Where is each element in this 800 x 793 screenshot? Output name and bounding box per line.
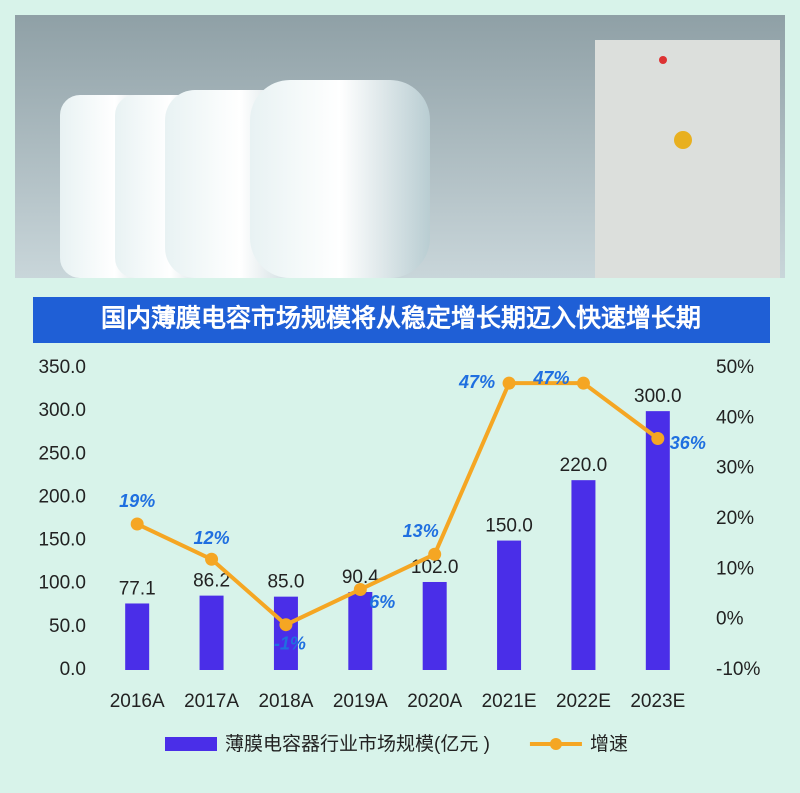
x-tick-label: 2016A <box>110 691 165 712</box>
chart-title: 国内薄膜电容市场规模将从稳定增长期迈入快速增长期 <box>101 304 701 333</box>
line-point <box>428 547 442 561</box>
bar <box>571 480 596 670</box>
y2-tick-label: 50% <box>716 357 754 378</box>
legend-swatch <box>549 738 562 750</box>
bar-value-label: 220.0 <box>560 455 608 476</box>
y2-tick-label: 0% <box>716 609 744 630</box>
line-point <box>353 582 367 596</box>
y2-tick-label: -10% <box>716 659 760 680</box>
y-tick-label: 50.0 <box>49 616 86 637</box>
line-point <box>651 431 665 445</box>
bar <box>348 591 373 670</box>
bar-value-label: 77.1 <box>119 578 156 599</box>
y-tick-label: 0.0 <box>60 659 86 680</box>
line-value-label: 13% <box>403 521 439 541</box>
bar-value-label: 300.0 <box>634 386 682 407</box>
y2-tick-label: 30% <box>716 458 754 479</box>
bar-value-label: 102.0 <box>411 557 459 578</box>
line-value-label: 19% <box>119 491 155 511</box>
y-tick-label: 200.0 <box>38 486 86 507</box>
line-point <box>279 618 293 632</box>
bar-value-label: 150.0 <box>485 516 533 537</box>
y2-tick-label: 10% <box>716 558 754 579</box>
line-value-label: 47% <box>458 372 495 392</box>
x-tick-label: 2018A <box>258 691 313 712</box>
bar <box>273 596 298 670</box>
bar-value-label: 86.2 <box>193 571 230 592</box>
line-value-label: 47% <box>532 368 569 388</box>
bar <box>645 411 670 670</box>
line-value-label: 12% <box>194 528 230 548</box>
line-point <box>130 517 144 531</box>
y-tick-label: 300.0 <box>38 400 86 421</box>
bar <box>125 603 150 670</box>
y-tick-label: 150.0 <box>38 530 86 551</box>
y-tick-label: 250.0 <box>38 443 86 464</box>
line-point <box>205 552 219 566</box>
x-tick-label: 2023E <box>630 691 685 712</box>
y2-tick-label: 20% <box>716 508 754 529</box>
bar <box>199 595 224 670</box>
x-tick-label: 2021E <box>482 691 537 712</box>
legend-swatch <box>165 737 217 751</box>
x-tick-label: 2022E <box>556 691 611 712</box>
y-tick-label: 100.0 <box>38 573 86 594</box>
bar <box>497 540 522 670</box>
photo <box>15 15 785 278</box>
legend-label: 薄膜电容器行业市场规模(亿元 ) <box>225 733 490 755</box>
line-value-label: 6% <box>369 592 395 612</box>
line-point <box>576 376 590 390</box>
y-tick-label: 350.0 <box>38 357 86 378</box>
line-point <box>502 376 516 390</box>
line-value-label: -1% <box>274 633 306 653</box>
x-tick-label: 2020A <box>407 691 462 712</box>
legend-label: 增速 <box>590 733 628 755</box>
x-tick-label: 2019A <box>333 691 388 712</box>
line-value-label: 36% <box>670 433 706 453</box>
bar <box>422 581 447 670</box>
x-tick-label: 2017A <box>184 691 239 712</box>
line <box>136 381 660 628</box>
title-banner <box>33 297 770 343</box>
y2-tick-label: 40% <box>716 407 754 428</box>
bar-value-label: 85.0 <box>267 572 304 593</box>
